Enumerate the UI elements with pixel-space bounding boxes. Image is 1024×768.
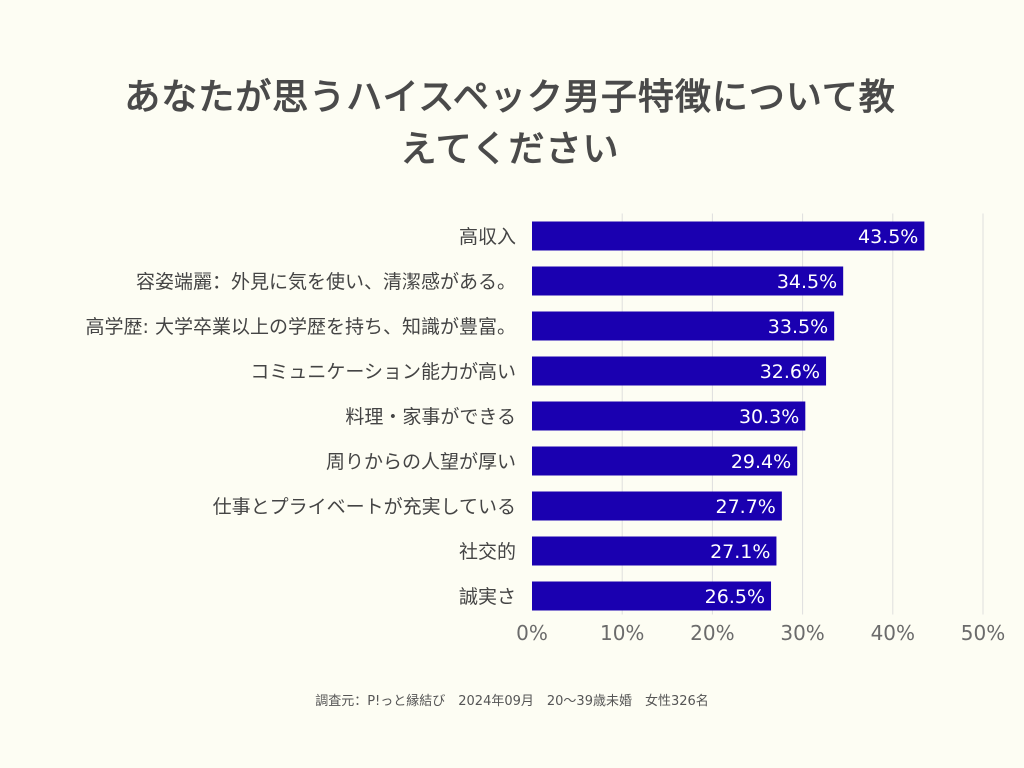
bar-value-label: 26.5% [705, 586, 765, 608]
category-label: 仕事とプライベートが充実している [213, 496, 516, 518]
bar [532, 491, 782, 521]
bar-value-label: 33.5% [768, 316, 828, 338]
bar [532, 221, 925, 251]
category-label: 社交的 [459, 541, 516, 563]
source-note: 調査元：P!っと縁結び 2024年09月 20〜39歳未婚 女性326名 [315, 694, 709, 709]
bar-value-label: 43.5% [858, 226, 918, 248]
bar [532, 446, 798, 476]
x-tick-label: 0% [516, 621, 548, 645]
bar [532, 311, 835, 341]
bar [532, 266, 844, 296]
bar-value-label: 34.5% [777, 271, 837, 293]
bars: 43.5% 34.5% 33.5% 32.6% 30.3% 29.4% 27.7% 27.1%… [532, 221, 925, 611]
bar [532, 581, 772, 611]
bar [532, 536, 777, 566]
category-label: 料理・家事ができる [345, 406, 516, 428]
bar [532, 356, 827, 386]
x-tick-label: 50% [961, 621, 1005, 645]
bar [532, 401, 806, 431]
bar-value-label: 32.6% [760, 361, 820, 383]
category-label: 容姿端麗：外見に気を使い、清潔感がある。 [136, 271, 516, 293]
category-label: 高学歴: 大学卒業以上の学歴を持ち、知識が豊富。 [86, 316, 516, 338]
bar-value-label: 27.7% [715, 496, 775, 518]
chart-title: あなたが思うハイスペック男子特徴について教えてください [124, 77, 896, 170]
bar-value-label: 29.4% [731, 451, 791, 473]
category-label: 高収入 [459, 226, 516, 248]
bar-value-label: 27.1% [710, 541, 770, 563]
category-label: 誠実さ [459, 586, 516, 608]
x-tick-label: 10% [600, 621, 644, 645]
x-tick-label: 40% [871, 621, 915, 645]
x-axis-ticks: 0% 10% 20% 30% 40% 50% [516, 621, 1005, 645]
category-label: 周りからの人望が厚い [326, 451, 516, 473]
bar-value-label: 30.3% [739, 406, 799, 428]
x-tick-label: 30% [780, 621, 824, 645]
category-label: コミュニケーション能力が高い [250, 361, 516, 383]
x-tick-label: 20% [690, 621, 734, 645]
